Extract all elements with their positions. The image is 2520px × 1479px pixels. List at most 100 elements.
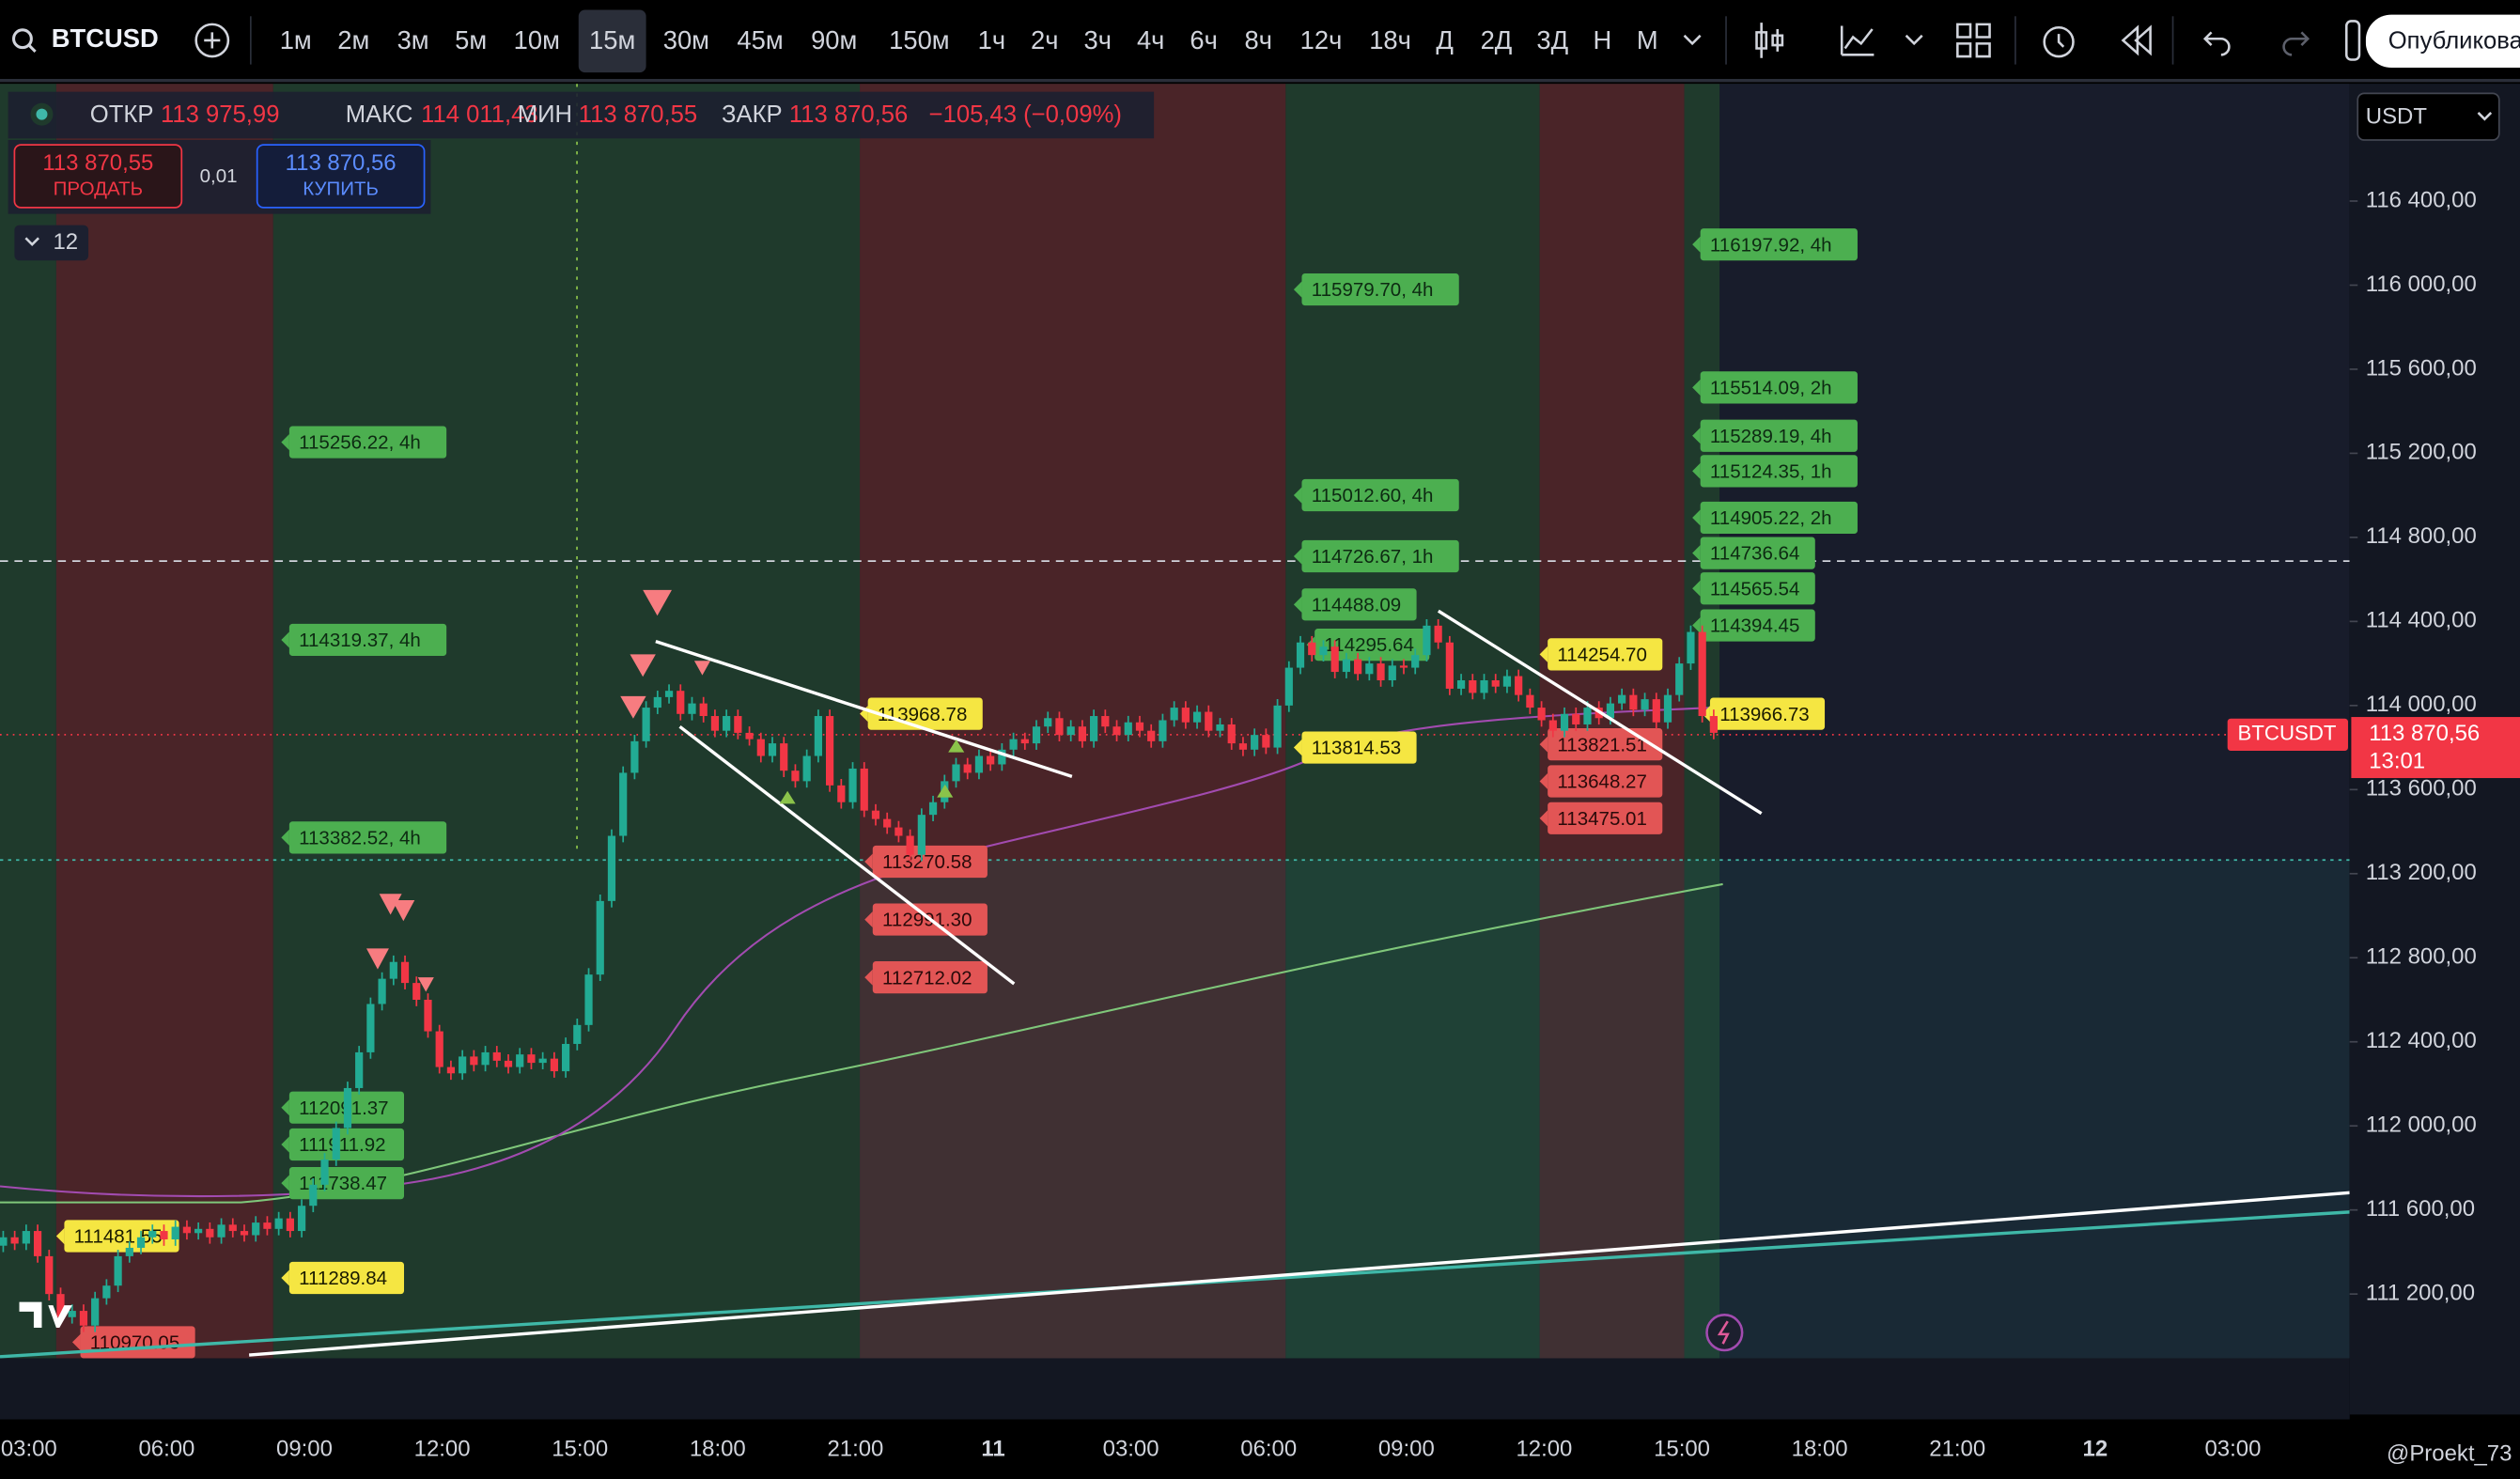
level-label: 115012.60, 4h (1312, 485, 1434, 506)
time-tick-label: 21:00 (827, 1436, 883, 1461)
timeframe[interactable]: 6ч (1190, 25, 1217, 54)
symbol[interactable]: BTCUSD (52, 23, 159, 53)
timeframe[interactable]: 4ч (1137, 25, 1164, 54)
candle-body (1709, 716, 1718, 733)
replay[interactable] (2121, 24, 2152, 56)
candle-body (1480, 679, 1488, 693)
candle-body (710, 716, 720, 731)
candle-body (114, 1255, 122, 1286)
indicator-toggle-chevron (24, 237, 39, 246)
candle-body (1652, 699, 1660, 723)
candle-body (217, 1224, 226, 1238)
price-tick-label: 111 600,00 (2366, 1196, 2475, 1222)
timeframe[interactable]: 15м (589, 25, 635, 54)
level-label-bg (1700, 455, 1858, 488)
timeframe[interactable]: 5м (455, 25, 487, 54)
timeframe[interactable]: 8ч (1245, 25, 1272, 54)
level-label: 113814.53 (1312, 738, 1401, 759)
level-label-bg (288, 821, 447, 854)
currency-chevron (2477, 112, 2493, 121)
undo[interactable] (2202, 31, 2231, 56)
search-icon[interactable] (11, 28, 33, 50)
level-label-bg (1548, 765, 1663, 798)
alert[interactable] (2043, 25, 2075, 58)
candle-body (1044, 718, 1052, 727)
candle-body (860, 768, 868, 811)
level-label-pointer (281, 1136, 289, 1153)
chart-type[interactable] (1755, 23, 1784, 58)
candle-body (33, 1231, 42, 1256)
time-tick-label: 11 (981, 1436, 1004, 1461)
timeframe[interactable]: 3м (397, 25, 429, 54)
publish-label: Опубликовать (2388, 27, 2520, 54)
publish-button[interactable] (2365, 14, 2520, 69)
candle-body (182, 1226, 192, 1234)
timeframe[interactable]: 12ч (1300, 25, 1343, 54)
buy-button[interactable] (256, 144, 426, 209)
candle-body (1009, 739, 1018, 750)
timeframe[interactable]: 45м (737, 25, 783, 54)
candle-body (1663, 694, 1672, 723)
timeframe[interactable]: 150м (889, 25, 949, 54)
redo[interactable] (2282, 31, 2310, 56)
candle-body (1296, 642, 1305, 668)
timeframe[interactable]: 2ч (1031, 25, 1058, 54)
candle-body (756, 739, 765, 756)
timeframe[interactable]: 3Д (1536, 25, 1568, 54)
candle-body (1308, 642, 1316, 656)
time-tick-label: 12:00 (414, 1436, 471, 1461)
candle-body (1284, 667, 1293, 706)
candle-body (1365, 663, 1374, 675)
candle-body (1560, 713, 1569, 731)
layouts[interactable] (1956, 23, 1991, 58)
timeframe[interactable]: 2м (337, 25, 369, 54)
level-label-pointer (1539, 810, 1548, 827)
indicators-menu[interactable] (1905, 34, 1923, 46)
sell-button[interactable] (13, 144, 183, 209)
candle-body (1078, 726, 1087, 741)
candle-body (837, 785, 846, 802)
level-label-pointer (1293, 281, 1302, 298)
candle-body (1101, 716, 1110, 727)
timeframe[interactable]: Н (1593, 25, 1611, 54)
timeframe[interactable]: М (1637, 25, 1658, 54)
timeframe[interactable]: 30м (663, 25, 709, 54)
timeframe[interactable]: 2Д (1481, 25, 1513, 54)
timeframe[interactable]: 1ч (978, 25, 1005, 54)
candle-body (1698, 631, 1706, 717)
open-value: 113 975,99 (161, 101, 279, 128)
timeframe[interactable]: 10м (514, 25, 560, 54)
indicator-toggle[interactable] (14, 225, 89, 261)
add-symbol[interactable] (194, 23, 230, 58)
timeframe[interactable]: 90м (811, 25, 857, 54)
price-tick-label: 116 000,00 (2366, 272, 2477, 297)
candle-body (1227, 724, 1236, 744)
buy-price: 113 870,56 (286, 150, 397, 176)
candle-body (1181, 708, 1190, 723)
candle-body (1606, 703, 1615, 719)
candle-body (825, 716, 834, 786)
event-marker[interactable] (1705, 1314, 1744, 1352)
price-tick-label: 114 400,00 (2366, 608, 2477, 633)
candle-body (1445, 642, 1454, 689)
panel-toggle[interactable] (2344, 20, 2361, 61)
timeframe[interactable]: 1м (280, 25, 312, 54)
candle-body (745, 732, 754, 740)
timeframe[interactable]: 3ч (1084, 25, 1112, 54)
currency-select[interactable] (2357, 92, 2500, 141)
timeframe[interactable]: 18ч (1369, 25, 1411, 54)
candle-body (1066, 726, 1075, 736)
candle-body (1020, 739, 1029, 744)
timeframe-menu[interactable] (1683, 34, 1702, 46)
timeframes: 1м 2м 3м 5м 10м 15м 30м 45м 90м 150м 1ч 2ч 3ч 4ч 6ч 8ч 1… (280, 9, 1658, 73)
level-label-bg (1301, 478, 1459, 512)
indicator-count: 12 (53, 229, 78, 255)
candle-body (1112, 726, 1121, 736)
timeframe[interactable]: Д (1436, 25, 1454, 54)
indicators[interactable] (1840, 25, 1874, 56)
candle-body (297, 1206, 306, 1232)
alert-hands (2057, 34, 2065, 48)
candle-body (699, 703, 708, 717)
level-label-pointer (1692, 379, 1701, 396)
level-label: 115289.19, 4h (1710, 426, 1832, 447)
